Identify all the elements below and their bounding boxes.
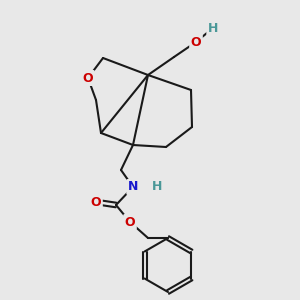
Text: N: N (128, 181, 138, 194)
Text: O: O (191, 35, 201, 49)
Text: O: O (125, 215, 135, 229)
Text: O: O (83, 71, 93, 85)
Text: O: O (91, 196, 101, 208)
Text: H: H (208, 22, 218, 34)
Text: H: H (152, 181, 162, 194)
